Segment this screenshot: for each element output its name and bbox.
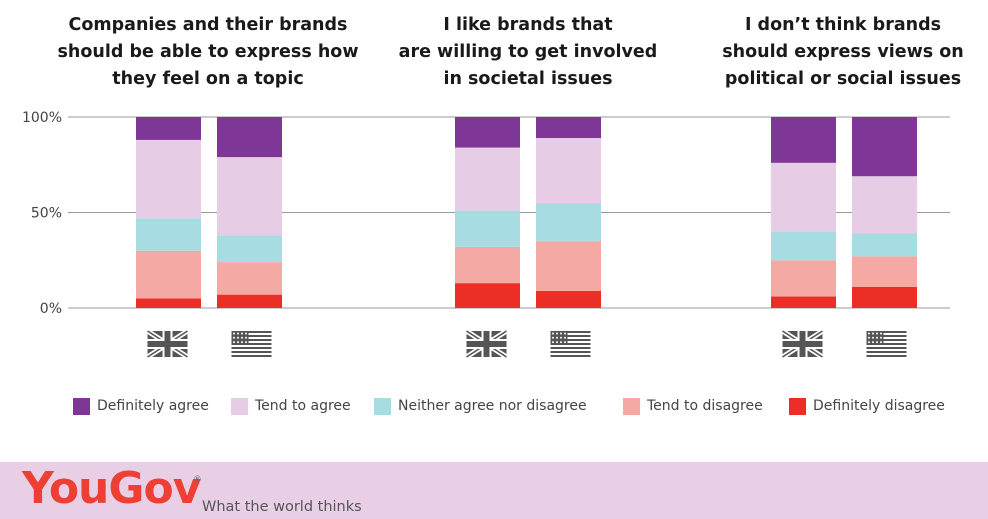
yougov-logo[interactable]: YouGov xyxy=(22,463,201,514)
bar-segment xyxy=(136,117,201,140)
bar-segment xyxy=(455,283,520,308)
legend-swatch-tend-to-disagree xyxy=(623,397,640,415)
bar-segment xyxy=(217,117,282,158)
bar-segment xyxy=(536,202,601,242)
uk-flag-icon xyxy=(781,328,824,360)
bar-segment xyxy=(852,117,917,177)
bar-segment xyxy=(536,241,601,291)
bar-segment xyxy=(217,294,282,308)
legend-swatch-tend-to-agree xyxy=(231,397,248,415)
legend-label-tend-to-agree: Tend to agree xyxy=(255,398,351,414)
us-flag-icon xyxy=(231,331,272,357)
bar-segment xyxy=(455,117,520,148)
bar-segment xyxy=(455,246,520,284)
bar-segment xyxy=(217,262,282,295)
footer-banner: YouGov ® What the world thinks xyxy=(0,462,988,519)
y-tick-label: 100% xyxy=(22,110,62,126)
legend-item-definitely-disagree: Definitely disagree xyxy=(789,396,945,416)
legend-item-tend-to-disagree: Tend to disagree xyxy=(623,396,763,416)
bar-segment xyxy=(536,138,601,203)
bar-segment xyxy=(217,235,282,263)
panel-title-3: I don’t think brands should express view… xyxy=(722,15,964,89)
legend-item-definitely-agree: Definitely agree xyxy=(73,396,209,416)
us-flag-icon xyxy=(550,331,591,357)
stacked-bar-chart: 100% 50% 0% xyxy=(22,110,950,360)
bar-segment xyxy=(852,256,917,287)
y-tick-label: 0% xyxy=(40,301,62,317)
bar-segment xyxy=(852,286,917,308)
legend-label-tend-to-disagree: Tend to disagree xyxy=(647,398,763,414)
legend-label-definitely-disagree: Definitely disagree xyxy=(813,398,945,414)
legend-swatch-definitely-agree xyxy=(73,397,90,415)
legend-swatch-neither xyxy=(374,397,391,415)
legend: Definitely agree Tend to agree Neither a… xyxy=(0,396,988,416)
tagline: What the world thinks xyxy=(202,499,362,515)
legend-item-neither: Neither agree nor disagree xyxy=(374,396,587,416)
y-tick-label: 50% xyxy=(31,206,62,222)
bar-segment xyxy=(136,139,201,219)
legend-label-neither: Neither agree nor disagree xyxy=(398,398,587,414)
bar-segment xyxy=(455,147,520,211)
bar-segment xyxy=(852,176,917,234)
legend-label-definitely-agree: Definitely agree xyxy=(97,398,209,414)
registered-mark: ® xyxy=(194,474,201,484)
panel-title-1: Companies and their brands should be abl… xyxy=(57,15,359,89)
panel-title-2: I like brands that are willing to get in… xyxy=(398,15,658,89)
bar-segment xyxy=(771,231,836,261)
bar-segment xyxy=(771,162,836,232)
bar-segment xyxy=(136,250,201,299)
bar-segment xyxy=(852,233,917,257)
uk-flag-icon xyxy=(146,328,189,360)
bar-segment xyxy=(536,290,601,308)
bar-segment xyxy=(771,296,836,308)
legend-swatch-definitely-disagree xyxy=(789,397,806,415)
bar-segment xyxy=(536,117,601,139)
legend-item-tend-to-agree: Tend to agree xyxy=(231,396,351,416)
bar-segment xyxy=(136,218,201,251)
us-flag-icon xyxy=(866,331,907,357)
bar-segment xyxy=(771,260,836,297)
bar-segment xyxy=(217,157,282,236)
bar-segment xyxy=(455,210,520,247)
bar-segment xyxy=(136,298,201,308)
uk-flag-icon xyxy=(465,328,508,360)
bar-segment xyxy=(771,117,836,163)
